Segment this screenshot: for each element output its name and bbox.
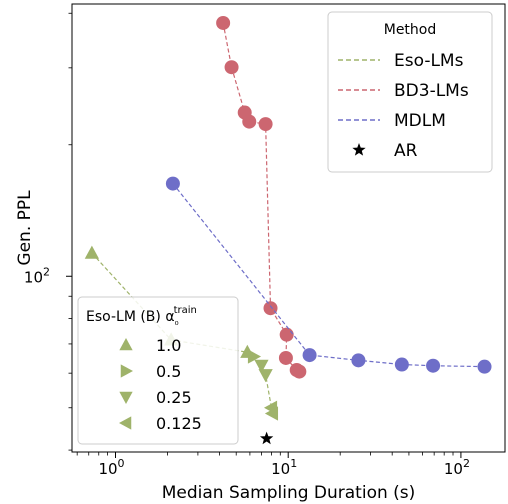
- legend-entry: 0.125: [156, 414, 202, 433]
- legend-marker: [119, 338, 133, 351]
- series-line: [222, 22, 300, 373]
- data-point: [278, 350, 293, 365]
- axes: 100 101 102 102 Median Sampling Duration (s)…: [15, 3, 506, 503]
- legend-entry: 0.5: [156, 362, 181, 381]
- legend-entry: MDLM: [394, 111, 446, 131]
- data-point: [165, 176, 180, 191]
- data-point: [258, 117, 273, 132]
- data-point: [292, 364, 307, 379]
- data-point: [224, 60, 239, 75]
- series-ar: [259, 431, 274, 445]
- legend-marker: [120, 364, 133, 378]
- data-point: [258, 369, 273, 383]
- legend-alpha: Eso-LM (B) α₀train 1.0 0.5 0.25 0.125: [77, 296, 239, 445]
- y-tick-label: 102: [24, 265, 50, 286]
- data-point: [84, 245, 100, 259]
- data-point: [351, 353, 366, 368]
- data-point: [247, 349, 262, 364]
- data-point: [242, 114, 257, 129]
- plot-area: [84, 15, 492, 445]
- legend-title: Eso-LM (B) α₀train: [86, 305, 197, 328]
- data-point: [216, 15, 231, 30]
- x-axis-label: Median Sampling Duration (s): [162, 483, 416, 503]
- x-tick-label: 100: [98, 457, 124, 478]
- x-tick-label: 101: [271, 457, 297, 478]
- series-bd3-lms: [216, 15, 307, 379]
- x-tick-label: 102: [444, 457, 470, 478]
- legend-marker: [119, 416, 132, 430]
- data-point: [259, 431, 274, 445]
- legend-method: Method Eso-LMs BD3-LMs MDLM AR: [327, 11, 493, 173]
- legend-entry: Eso-LMs: [394, 51, 464, 71]
- legend-entry: 1.0: [156, 336, 181, 355]
- legend-frame: [327, 11, 493, 173]
- y-axis-label: Gen. PPL: [15, 190, 35, 266]
- legend-entry: BD3-LMs: [394, 81, 469, 101]
- data-point: [302, 348, 317, 363]
- legend-marker: [119, 391, 133, 404]
- data-point: [279, 327, 294, 342]
- series-line: [172, 183, 485, 368]
- data-point: [426, 358, 441, 373]
- legend-entry: 0.25: [156, 388, 192, 407]
- data-point: [477, 359, 492, 374]
- data-point: [394, 357, 409, 372]
- series-mdlm: [165, 176, 492, 374]
- legend-title: Method: [384, 22, 437, 38]
- legend-entry: AR: [394, 141, 418, 161]
- legend-frame: [77, 296, 239, 445]
- legend-marker: [352, 143, 366, 156]
- data-point: [264, 406, 279, 421]
- data-point: [254, 359, 269, 373]
- data-point: [263, 301, 278, 316]
